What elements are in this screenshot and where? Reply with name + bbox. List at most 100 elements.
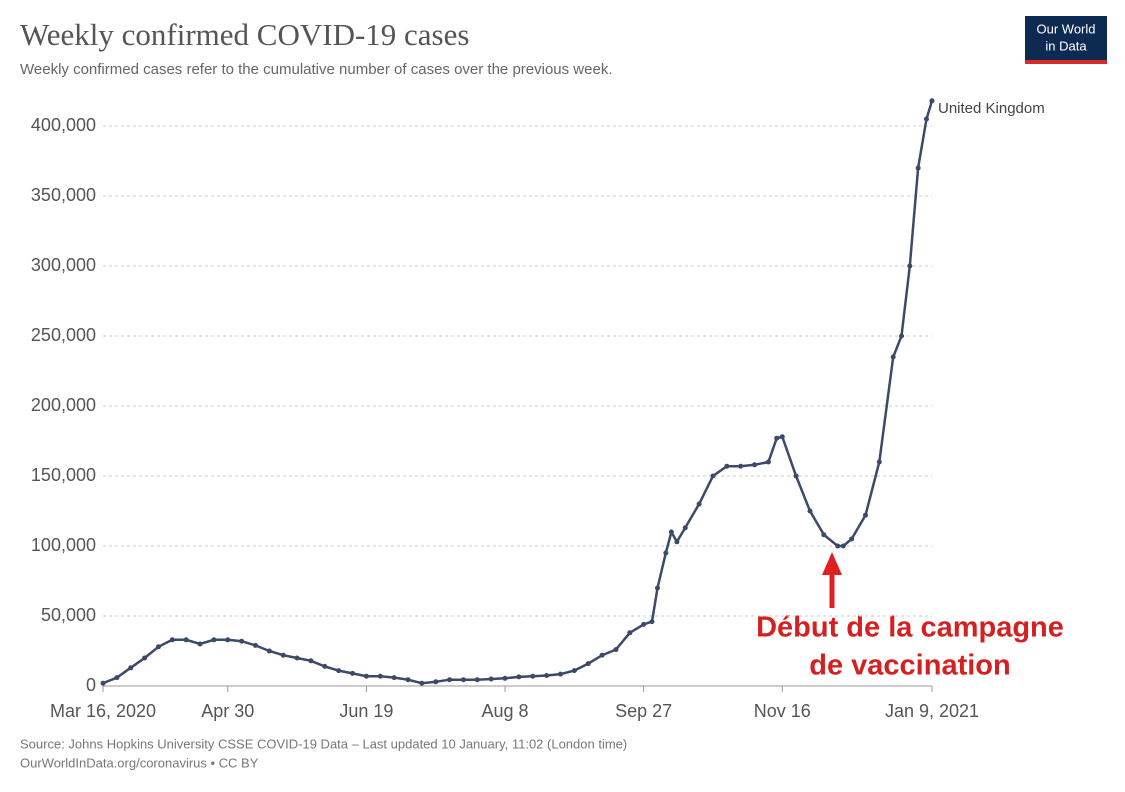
point bbox=[585, 661, 591, 667]
y-tick-label: 400,000 bbox=[31, 115, 96, 135]
x-tick-label: Jan 9, 2021 bbox=[885, 701, 979, 721]
point bbox=[377, 673, 383, 679]
point bbox=[350, 670, 356, 676]
point bbox=[266, 648, 272, 654]
point bbox=[433, 679, 439, 685]
arrow-head bbox=[822, 552, 842, 575]
annotation-text: Début de la campagne bbox=[756, 612, 1064, 644]
point bbox=[211, 637, 217, 643]
chart-subtitle: Weekly confirmed cases refer to the cumu… bbox=[20, 61, 613, 78]
chart-title: Weekly confirmed COVID-19 cases bbox=[20, 17, 469, 52]
point bbox=[419, 680, 425, 686]
y-tick-label: 250,000 bbox=[31, 325, 96, 345]
point bbox=[752, 462, 758, 468]
point bbox=[169, 637, 175, 643]
point bbox=[674, 539, 680, 545]
source: OurWorldInData.org/coronavirus • CC BY bbox=[20, 755, 259, 770]
point bbox=[225, 637, 231, 643]
source: Source: Johns Hopkins University CSSE CO… bbox=[20, 736, 627, 751]
y-tick-label: 0 bbox=[86, 675, 96, 695]
point bbox=[929, 98, 935, 104]
point bbox=[474, 677, 480, 683]
point bbox=[710, 473, 716, 479]
point bbox=[599, 652, 605, 658]
x-tick-label: Mar 16, 2020 bbox=[50, 701, 156, 721]
point bbox=[405, 677, 411, 683]
point bbox=[876, 459, 882, 465]
point bbox=[821, 532, 827, 538]
point bbox=[197, 641, 203, 647]
point bbox=[322, 663, 328, 669]
point bbox=[899, 333, 905, 339]
annotation-text: de vaccination bbox=[809, 650, 1010, 682]
point bbox=[738, 463, 744, 469]
point bbox=[239, 638, 245, 644]
point bbox=[613, 647, 619, 653]
point bbox=[765, 459, 771, 465]
point bbox=[923, 116, 929, 122]
point bbox=[100, 680, 106, 686]
point bbox=[774, 435, 780, 441]
point bbox=[840, 543, 846, 549]
y-tick-label: 100,000 bbox=[31, 535, 96, 555]
point bbox=[649, 619, 655, 625]
point bbox=[280, 652, 286, 658]
point bbox=[571, 668, 577, 674]
point bbox=[183, 637, 189, 643]
y-tick-label: 200,000 bbox=[31, 395, 96, 415]
x-tick-label: Jun 19 bbox=[339, 701, 393, 721]
x-tick-label: Sep 27 bbox=[615, 701, 672, 721]
point bbox=[807, 508, 813, 514]
x-tick-label: Nov 16 bbox=[754, 701, 811, 721]
point bbox=[391, 675, 397, 681]
point bbox=[363, 673, 369, 679]
point bbox=[890, 354, 896, 360]
logo: Our World in Data bbox=[1025, 16, 1107, 64]
point bbox=[447, 677, 453, 683]
point bbox=[557, 671, 563, 677]
x-tick-label: Aug 8 bbox=[481, 701, 528, 721]
point bbox=[128, 665, 134, 671]
y-tick-label: 300,000 bbox=[31, 255, 96, 275]
point bbox=[252, 642, 258, 648]
y-tick-label: 50,000 bbox=[41, 605, 96, 625]
point bbox=[488, 676, 494, 682]
point bbox=[915, 165, 921, 171]
point bbox=[114, 675, 120, 681]
point bbox=[696, 501, 702, 507]
logo-text: in Data bbox=[1045, 38, 1087, 53]
point bbox=[862, 512, 868, 518]
point bbox=[530, 673, 536, 679]
logo-bar bbox=[1025, 60, 1107, 64]
point bbox=[668, 529, 674, 535]
point bbox=[627, 630, 633, 636]
point bbox=[793, 473, 799, 479]
point bbox=[502, 675, 508, 681]
x-tick-label: Apr 30 bbox=[201, 701, 254, 721]
series-line bbox=[102, 100, 934, 685]
point bbox=[516, 674, 522, 680]
point bbox=[663, 550, 669, 556]
point bbox=[155, 644, 161, 650]
point bbox=[907, 263, 913, 269]
logo-box bbox=[1025, 16, 1107, 62]
logo-text: Our World bbox=[1037, 21, 1096, 36]
point bbox=[655, 585, 661, 591]
point bbox=[779, 434, 785, 440]
point bbox=[336, 668, 342, 674]
point bbox=[724, 463, 730, 469]
y-tick-label: 350,000 bbox=[31, 185, 96, 205]
annotation: Début de la campagne de vaccination bbox=[756, 552, 1064, 682]
point bbox=[544, 673, 550, 678]
point bbox=[460, 677, 466, 683]
point bbox=[849, 536, 855, 542]
point bbox=[835, 543, 841, 549]
point bbox=[142, 655, 148, 661]
point bbox=[682, 525, 688, 531]
point bbox=[641, 621, 647, 627]
y-tick-label: 150,000 bbox=[31, 465, 96, 485]
point bbox=[308, 658, 314, 664]
point bbox=[294, 655, 300, 661]
series-label: United Kingdom bbox=[938, 100, 1045, 117]
